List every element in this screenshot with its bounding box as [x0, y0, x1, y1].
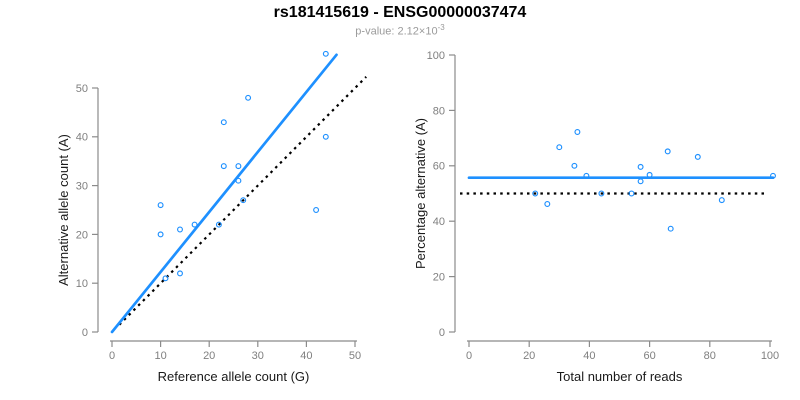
data-point [157, 202, 164, 209]
data-point [162, 275, 169, 282]
data-point [191, 221, 198, 228]
x-tick-label: 20 [523, 350, 535, 362]
data-point [177, 226, 183, 233]
y-tick-label: 0 [439, 327, 445, 339]
data-point [664, 148, 671, 155]
percentage-vs-reads-scatter: 0 20 40 60 80 100 0 20 40 60 80 100 Total number of … [413, 50, 779, 384]
data-point [220, 163, 227, 170]
data-point [646, 171, 653, 178]
data-point [637, 178, 644, 185]
y-tick-label: 40 [76, 132, 88, 144]
data-point [571, 162, 578, 169]
x-tick-label: 40 [583, 350, 595, 362]
allele-count-scatter: 0 10 20 30 40 50 0 10 20 30 40 50 Reference allele c… [56, 50, 367, 384]
x-axis-label: Reference allele count (G) [158, 369, 310, 384]
x-tick-label: 10 [154, 350, 166, 362]
y-tick-label: 20 [433, 271, 445, 283]
data-point [313, 207, 320, 213]
y-tick-label: 30 [76, 180, 88, 192]
p-value-exponent: -3 [437, 23, 445, 32]
y-axis-label: Alternative allele count (A) [56, 134, 71, 286]
data-point [322, 133, 329, 140]
plot-title: rs181415619 - ENSG00000037474 [273, 4, 527, 21]
data-point [157, 231, 164, 238]
data-point [583, 172, 590, 179]
y-tick-label: 60 [433, 161, 445, 173]
x-tick-label: 0 [466, 350, 472, 362]
data-point [235, 163, 242, 170]
x-tick-label: 60 [643, 350, 655, 362]
plot-subtitle: p-value: 2.12×10-3 [0, 23, 800, 38]
x-tick-label: 50 [349, 350, 361, 362]
data-point [574, 129, 581, 135]
y-tick-label: 20 [76, 229, 88, 241]
data-point [240, 197, 247, 204]
data-point [718, 197, 725, 204]
data-point [220, 119, 227, 126]
data-point [544, 201, 551, 207]
x-tick-label: 20 [203, 350, 215, 362]
y-tick-label: 80 [433, 105, 445, 117]
x-tick-label: 80 [704, 350, 716, 362]
y-tick-label: 100 [427, 50, 445, 62]
data-point [532, 190, 539, 197]
y-tick-label: 0 [82, 327, 88, 339]
x-tick-label: 30 [252, 350, 264, 362]
data-point [322, 50, 329, 57]
regression-line [110, 53, 338, 334]
data-point [598, 190, 605, 197]
y-axis-label: Percentage alternative (A) [413, 118, 428, 269]
x-tick-label: 0 [109, 350, 115, 362]
data-point [235, 177, 242, 184]
data-point [667, 225, 674, 232]
data-point [694, 153, 701, 160]
data-point [628, 190, 635, 197]
y-tick-label: 40 [433, 216, 445, 228]
x-axis-label: Total number of reads [557, 369, 683, 384]
y-tick-label: 10 [76, 278, 88, 290]
data-point [637, 163, 644, 170]
data-point [770, 172, 776, 179]
data-point [215, 221, 222, 228]
data-point [245, 94, 252, 101]
data-point [177, 270, 183, 277]
y-tick-label: 50 [76, 83, 88, 95]
identity-line [118, 76, 367, 326]
p-value-text: p-value: 2.12×10 [355, 25, 438, 38]
x-tick-label: 40 [300, 350, 312, 362]
data-point [556, 144, 563, 151]
x-tick-label: 100 [761, 350, 779, 362]
